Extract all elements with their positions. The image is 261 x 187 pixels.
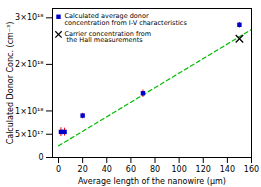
svg-text:0: 0: [56, 165, 61, 174]
svg-text:140: 140: [220, 165, 235, 174]
svg-text:Average length of the nanowire: Average length of the nanowire (μm): [78, 177, 226, 186]
svg-text:5×10¹⁷: 5×10¹⁷: [15, 130, 43, 139]
svg-text:100: 100: [171, 165, 186, 174]
svg-text:Calculated Donor Conc. (cm⁻³): Calculated Donor Conc. (cm⁻³): [6, 22, 15, 145]
svg-text:60: 60: [126, 165, 136, 174]
svg-text:1×10¹⁸: 1×10¹⁸: [15, 106, 43, 115]
svg-text:40: 40: [102, 165, 112, 174]
svg-text:Calculated average donorconcen: Calculated average donorconcentration fr…: [65, 12, 188, 27]
svg-text:80: 80: [150, 165, 160, 174]
svg-text:120: 120: [196, 165, 211, 174]
svg-text:Carrier concentration from the: Carrier concentration from the Hall meas…: [65, 30, 152, 45]
svg-text:0: 0: [38, 153, 43, 162]
svg-text:20: 20: [78, 165, 88, 174]
svg-text:2×10¹⁸: 2×10¹⁸: [15, 60, 43, 69]
svg-text:160: 160: [244, 165, 259, 174]
svg-text:3×10¹⁸: 3×10¹⁸: [15, 13, 43, 22]
